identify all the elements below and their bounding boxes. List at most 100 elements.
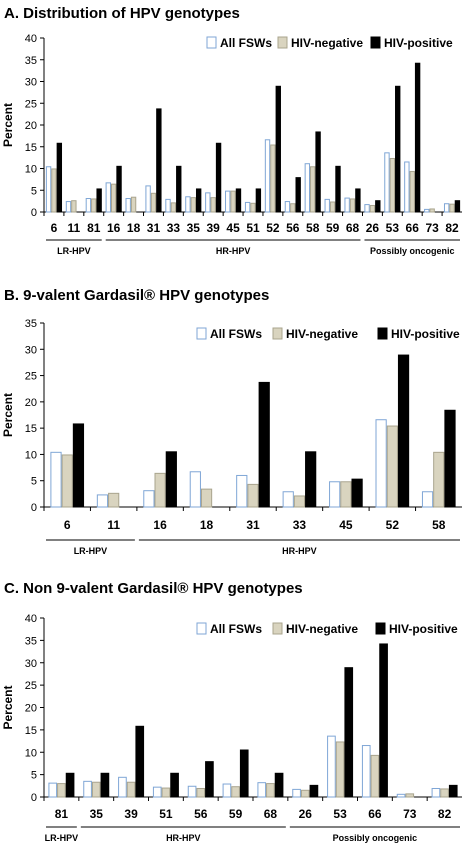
bar-0 [364, 204, 370, 213]
bar-0 [125, 198, 131, 213]
bar-2 [176, 165, 182, 213]
panel-c: C. Non 9-valent Gardasil® HPV genotypes … [0, 575, 474, 850]
bar-0 [105, 182, 111, 213]
bar-0 [324, 198, 330, 213]
category-label: 33 [167, 221, 181, 235]
legend-swatch [370, 36, 381, 49]
y-axis-label: Percent [1, 393, 15, 437]
bar-1 [200, 488, 213, 508]
category-label: 33 [293, 518, 307, 532]
bar-1 [130, 196, 137, 213]
bar-2 [351, 478, 363, 508]
y-tick-label: 35 [25, 635, 37, 647]
bar-2 [65, 772, 75, 798]
category-label: 56 [286, 221, 300, 235]
bar-0 [187, 785, 197, 798]
category-label: 51 [246, 221, 260, 235]
y-tick-label: 15 [25, 142, 37, 154]
bar-0 [396, 793, 406, 798]
legend-label: HIV-negative [291, 36, 363, 50]
category-label: 81 [87, 221, 101, 235]
bar-1 [290, 203, 296, 213]
bar-0 [50, 451, 62, 508]
bar-0 [375, 419, 387, 508]
bar-2 [72, 423, 85, 508]
legend-swatch [272, 327, 283, 340]
bar-1 [405, 793, 415, 798]
bar-2 [239, 749, 249, 798]
y-tick-label: 20 [25, 120, 37, 132]
bar-0 [431, 787, 441, 798]
y-axis-label: Percent [1, 103, 15, 147]
bar-0 [284, 201, 291, 213]
legend-label: HIV-positive [384, 36, 453, 50]
y-tick-label: 30 [25, 77, 37, 89]
category-label: 66 [406, 221, 420, 235]
y-tick-label: 20 [25, 397, 37, 409]
bar-2 [215, 142, 222, 213]
bar-0 [222, 783, 232, 798]
bar-2 [255, 188, 262, 213]
y-tick-label: 5 [31, 185, 37, 197]
category-label: 11 [68, 221, 81, 235]
category-label: 26 [366, 221, 380, 235]
y-tick-label: 30 [25, 658, 37, 670]
chart-c: 0 5 10 15 20 25 30 35 40 Percent 81 35 39 51 56 59 68 26 5… [1, 613, 462, 843]
bar-1 [91, 781, 101, 798]
bar-0 [205, 192, 211, 213]
bar-2 [355, 188, 361, 213]
bar-1 [386, 425, 398, 508]
group-label: Possibly oncogenic [370, 246, 455, 256]
bar-1 [110, 183, 117, 213]
category-label: 45 [339, 518, 353, 532]
chart-a-title: A. Distribution of HPV genotypes [4, 5, 240, 22]
category-label: 6 [64, 518, 71, 532]
bar-1 [170, 202, 177, 213]
panel-a: A. Distribution of HPV genotypes 0 5 10 15 2… [0, 0, 474, 275]
category-label: 58 [432, 518, 446, 532]
y-tick-label: 30 [25, 344, 37, 356]
bar-2 [96, 188, 102, 213]
bar-1 [230, 190, 236, 213]
category-label: 81 [55, 807, 69, 821]
category-label: 52 [386, 518, 400, 532]
y-tick-label: 5 [31, 476, 37, 488]
bar-1 [108, 492, 120, 508]
y-tick-label: 0 [31, 792, 37, 804]
bar-1 [349, 198, 356, 213]
legend-swatch [196, 327, 207, 340]
category-label: 68 [264, 807, 278, 821]
bar-1 [409, 171, 415, 213]
y-tick-label: 10 [25, 449, 37, 461]
group-label: LR-HPV [45, 833, 79, 843]
category-label: 56 [194, 807, 208, 821]
category-label: 68 [346, 221, 360, 235]
legend-swatch [196, 622, 207, 635]
bar-1 [61, 454, 73, 508]
bar-2 [444, 409, 456, 508]
bar-2 [258, 381, 270, 508]
category-label: 51 [159, 807, 173, 821]
y-tick-label: 40 [25, 613, 37, 625]
bar-2 [156, 108, 162, 213]
bar-1 [340, 481, 352, 508]
bar-0 [83, 780, 92, 798]
y-axis-label: Percent [1, 685, 15, 729]
bar-0 [384, 152, 390, 213]
bar-2 [344, 667, 354, 798]
bar-1 [310, 166, 316, 213]
legend-label: All FSWs [210, 622, 262, 636]
category-label: 18 [127, 221, 141, 235]
bar-1 [126, 781, 136, 798]
legend-swatch [206, 36, 217, 49]
bar-0 [45, 166, 52, 213]
bar-2 [205, 761, 214, 798]
bar-0 [304, 163, 311, 213]
bar-0 [185, 196, 191, 213]
bar-2 [397, 354, 410, 508]
bar-2 [305, 451, 317, 508]
group-label: HR-HPV [282, 546, 317, 556]
y-tick-label: 20 [25, 703, 37, 715]
bar-1 [196, 787, 206, 798]
bar-1 [71, 200, 77, 213]
